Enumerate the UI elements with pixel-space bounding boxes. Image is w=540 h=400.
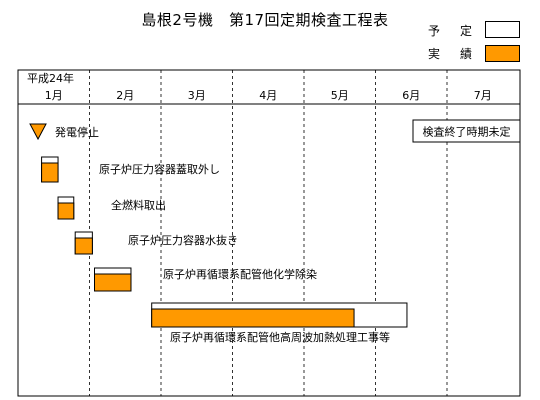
month-label: 7月 [474, 89, 492, 102]
milestone-label: 発電停止 [55, 125, 99, 139]
task-label: 原子炉再循環系配管他化学除染 [163, 267, 317, 281]
month-label: 1月 [45, 89, 63, 102]
task-actual-bar [94, 273, 132, 292]
task-actual-bar [74, 237, 93, 255]
task-actual-bar [57, 202, 75, 220]
note-box [412, 119, 521, 143]
note-text: 検査終了時期未定 [423, 125, 511, 139]
milestone-marker [29, 123, 47, 141]
legend-planned-swatch [485, 21, 520, 38]
legend-planned-label: 予 定 [428, 24, 477, 38]
task-label: 原子炉再循環系配管他高周波加熱処理工事等 [170, 330, 390, 344]
month-label: 3月 [188, 89, 206, 102]
task-label: 全燃料取出 [111, 198, 166, 212]
legend-actual-swatch [485, 45, 520, 62]
month-label: 4月 [259, 89, 277, 102]
chart-frame [17, 69, 521, 397]
year-label: 平成24年 [27, 71, 74, 85]
task-label: 原子炉圧力容器蓋取外し [99, 162, 220, 176]
month-label: 6月 [402, 89, 420, 102]
month-label: 5月 [331, 89, 349, 102]
task-actual-bar [41, 162, 59, 183]
month-label: 2月 [116, 89, 134, 102]
task-actual-bar [151, 308, 355, 328]
legend-actual-label: 実 績 [428, 47, 477, 61]
task-label: 原子炉圧力容器水抜き [128, 233, 238, 247]
chart-title: 島根2号機 第17回定期検査工程表 [141, 11, 389, 29]
